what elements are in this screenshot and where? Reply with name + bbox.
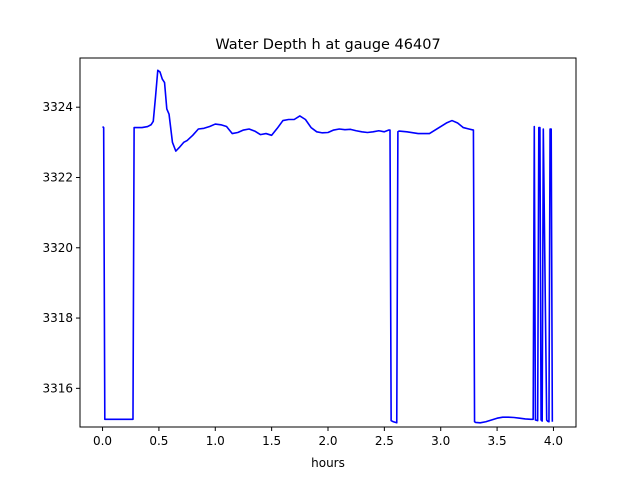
x-tick-label: 2.5 — [375, 434, 394, 448]
y-tick-label: 3324 — [42, 100, 73, 114]
y-tick-label: 3322 — [42, 170, 73, 184]
x-tick-label: 0.0 — [93, 434, 112, 448]
x-tick-label: 2.0 — [318, 434, 337, 448]
x-tick-label: 1.5 — [262, 434, 281, 448]
y-tick-label: 3316 — [42, 381, 73, 395]
x-tick-label: 4.0 — [544, 434, 563, 448]
x-tick-label: 3.0 — [431, 434, 450, 448]
chart-title: Water Depth h at gauge 46407 — [215, 37, 440, 53]
x-tick-label: 3.5 — [488, 434, 507, 448]
x-tick-label: 0.5 — [149, 434, 168, 448]
series-line-1 — [102, 69, 554, 424]
x-tick-label: 1.0 — [206, 434, 225, 448]
y-tick-label: 3318 — [42, 311, 73, 325]
y-tick-label: 3320 — [42, 241, 73, 255]
x-axis-label: hours — [311, 456, 345, 470]
axes: 0.0 0.5 1.0 1.5 2.0 2.5 3.0 3.5 4.0 3316 3318 3320 3… — [42, 57, 577, 448]
plot-area — [102, 69, 554, 424]
